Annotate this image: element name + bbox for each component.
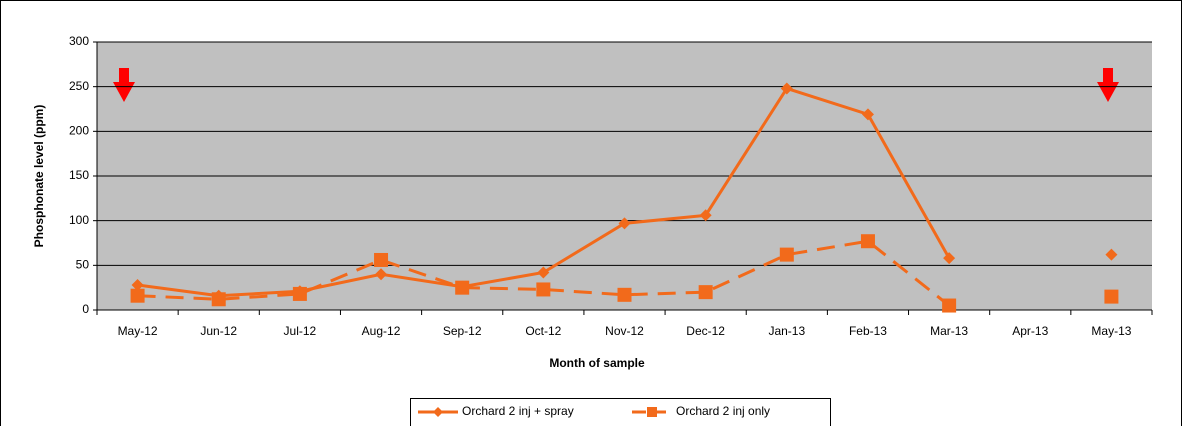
y-axis-title: Phosphonate level (ppm) [32, 105, 46, 248]
point [130, 288, 145, 303]
y-tick-label: 100 [69, 213, 89, 227]
y-tick-label: 150 [69, 168, 89, 182]
point [374, 252, 389, 267]
x-tick-label: Nov-12 [605, 324, 644, 338]
point [779, 247, 794, 262]
x-tick-label: Jun-12 [200, 324, 237, 338]
point [861, 108, 874, 121]
point [1105, 248, 1118, 261]
x-tick-label: Sep-12 [443, 324, 482, 338]
x-tick-label: Jan-13 [768, 324, 805, 338]
point [698, 285, 713, 300]
x-tick-label: Mar-13 [930, 324, 968, 338]
y-tick-label: 250 [69, 79, 89, 93]
point [1104, 289, 1119, 304]
point [860, 234, 875, 249]
legend [410, 398, 831, 426]
point [699, 209, 712, 222]
point [131, 278, 144, 291]
y-tick-label: 0 [82, 302, 89, 316]
x-tick-label: May-12 [118, 324, 158, 338]
x-tick-label: Aug-12 [362, 324, 401, 338]
legend-marker [433, 407, 443, 417]
legend-label: Orchard 2 inj + spray [462, 404, 574, 418]
point [942, 298, 957, 313]
point [943, 252, 956, 265]
x-tick-label: May-13 [1091, 324, 1131, 338]
x-axis-title: Month of sample [549, 356, 645, 370]
point [780, 82, 793, 95]
point [211, 292, 226, 307]
point [292, 286, 307, 301]
point [536, 282, 551, 297]
point [618, 217, 631, 230]
point [617, 287, 632, 302]
y-tick-label: 50 [76, 258, 90, 272]
y-tick-label: 200 [69, 124, 89, 138]
legend-marker [647, 407, 657, 417]
point [455, 280, 470, 295]
x-tick-label: Dec-12 [686, 324, 725, 338]
x-tick-label: Apr-13 [1012, 324, 1048, 338]
y-tick-label: 300 [69, 34, 89, 48]
point [537, 266, 550, 279]
x-tick-label: Feb-13 [849, 324, 887, 338]
point [375, 268, 388, 281]
x-tick-label: Oct-12 [525, 324, 561, 338]
x-tick-label: Jul-12 [284, 324, 317, 338]
legend-label: Orchard 2 inj only [676, 404, 770, 418]
